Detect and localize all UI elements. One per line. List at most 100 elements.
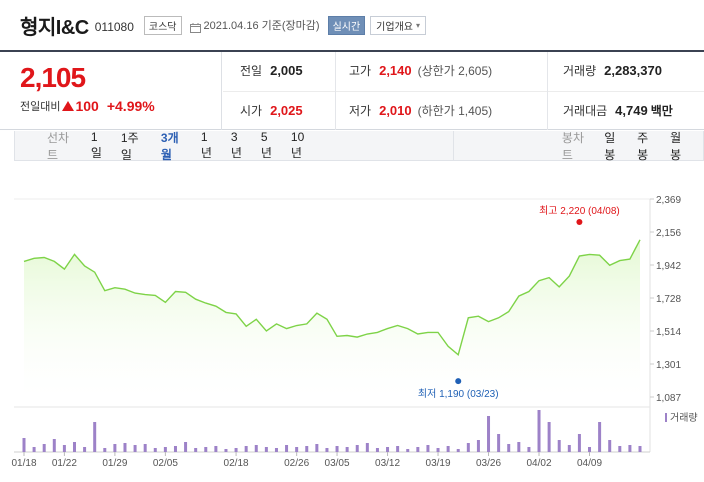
y-tick-label: 2,156 <box>656 228 681 239</box>
volume-bar <box>244 446 248 452</box>
stat-turnover: 거래대금 4,749 백만 <box>563 102 673 119</box>
volume-bar <box>224 449 228 452</box>
y-tick-label: 2,369 <box>656 195 681 206</box>
x-tick-label: 03/12 <box>375 458 400 469</box>
stock-code: 011080 <box>94 20 134 34</box>
volume-bar <box>295 447 299 452</box>
price-summary: 2,105 전일대비 100 +4.99% 전일 2,005 고가 2,140 … <box>0 50 704 130</box>
stat-volume: 거래량 2,283,370 <box>563 62 662 79</box>
change-label: 전일대비 <box>20 101 61 113</box>
period-1d[interactable]: 1일 <box>90 130 102 160</box>
volume-bar <box>113 444 117 452</box>
candle-monthly[interactable]: 월봉 <box>670 130 682 162</box>
stat-sub: (상한가 2,605) <box>417 64 493 78</box>
volume-bar <box>52 439 56 452</box>
volume-bar <box>72 442 76 452</box>
period-3m[interactable]: 3개월 <box>160 130 179 162</box>
volume-bar <box>497 434 501 452</box>
stat-low: 저가 2,010 (하한가 1,405) <box>349 102 492 119</box>
stat-label: 거래량 <box>563 64 597 78</box>
candle-weekly[interactable]: 주봉 <box>637 130 649 162</box>
volume-bar <box>163 447 167 452</box>
volume-bar <box>386 447 390 452</box>
period-selector: 선차트 1일 1주일 3개월 1년 3년 5년 10년 봉차트 일봉 주봉 월봉 <box>14 130 704 162</box>
line-chart-title: 선차트 <box>47 130 70 162</box>
volume-bar <box>103 448 107 452</box>
volume-bar <box>62 445 66 452</box>
candle-daily[interactable]: 일봉 <box>604 130 616 162</box>
price-line <box>23 239 641 357</box>
period-5y[interactable]: 5년 <box>260 130 272 160</box>
volume-bar <box>638 446 642 452</box>
chevron-down-icon: ▾ <box>415 20 420 30</box>
volume-bar <box>547 422 551 452</box>
period-divider <box>452 130 454 161</box>
volume-bar <box>396 446 400 452</box>
x-tick-label: 01/29 <box>102 458 127 469</box>
volume-bar <box>204 447 208 452</box>
volume-bar <box>355 445 359 452</box>
volume-bar <box>527 447 531 452</box>
volume-bar <box>83 447 87 452</box>
volume-bar <box>153 448 157 452</box>
company-overview-button[interactable]: 기업개요 ▾ <box>370 15 426 35</box>
stat-value: 2,283,370 <box>604 63 662 78</box>
max-marker <box>576 219 583 226</box>
stat-label: 전일 <box>240 64 263 78</box>
price-chart-svg: 2,369 2,156 1,942 1,728 1,514 1,301 1,087 최고 2,… <box>11 195 698 469</box>
y-tick-label: 1,942 <box>656 261 681 272</box>
volume-bar <box>365 443 369 452</box>
period-3y[interactable]: 3년 <box>230 130 242 160</box>
change-line: 전일대비 100 +4.99% <box>20 98 155 114</box>
volume-bar <box>305 446 309 452</box>
y-tick-label: 1,301 <box>656 360 681 371</box>
volume-bar <box>598 422 602 452</box>
y-tick-label: 1,087 <box>656 393 681 404</box>
period-10y[interactable]: 10년 <box>290 130 305 160</box>
stat-prev-close: 전일 2,005 <box>240 62 303 79</box>
x-tick-label: 03/19 <box>426 458 451 469</box>
x-tick-label: 02/05 <box>153 458 178 469</box>
up-arrow-icon <box>62 101 75 111</box>
stat-label: 저가 <box>349 104 372 118</box>
volume-bar <box>557 440 561 452</box>
y-tick-label: 1,728 <box>656 294 681 305</box>
volume-bar <box>466 443 470 452</box>
realtime-button[interactable]: 실시간 <box>327 15 366 35</box>
volume-bar <box>345 447 349 452</box>
volume-bar <box>517 442 521 452</box>
stat-label: 거래대금 <box>563 104 608 118</box>
company-overview-label: 기업개요 <box>376 21 413 33</box>
x-tick-label: 04/09 <box>577 458 602 469</box>
volume-bar <box>426 445 430 452</box>
stat-label: 시가 <box>240 104 263 118</box>
volume-bar <box>618 446 622 452</box>
current-price-panel: 2,105 전일대비 100 +4.99% <box>0 52 222 130</box>
volume-bar <box>234 448 238 452</box>
price-chart[interactable]: 2,369 2,156 1,942 1,728 1,514 1,301 1,087 최고 2,… <box>0 185 704 482</box>
x-tick-label: 03/05 <box>325 458 350 469</box>
change-percent: +4.99% <box>106 98 155 114</box>
volume-bar <box>194 448 198 452</box>
x-tick-label: 01/18 <box>11 458 36 469</box>
stat-value: 2,010 <box>379 103 412 118</box>
volume-bar <box>93 422 97 452</box>
col-divider <box>335 52 336 130</box>
stat-sub: (하한가 1,405) <box>417 104 493 118</box>
volume-bar <box>416 447 420 452</box>
volume-legend-swatch <box>665 413 667 422</box>
volume-bar <box>315 444 319 452</box>
volume-legend-label: 거래량 <box>670 412 698 424</box>
volume-bar <box>264 447 268 452</box>
volume-bar <box>32 447 36 452</box>
stock-header: 형지I&C 011080 코스닥 2021.04.16 기준(장마감) 실시간 … <box>0 0 704 50</box>
volume-bar <box>436 448 440 452</box>
x-tick-label: 04/02 <box>527 458 552 469</box>
period-1w[interactable]: 1주일 <box>120 130 139 162</box>
y-tick-label: 1,514 <box>656 327 681 338</box>
stat-open: 시가 2,025 <box>240 102 303 119</box>
volume-bar <box>143 444 147 452</box>
stat-value: 2,025 <box>270 103 303 118</box>
volume-bar <box>507 444 511 452</box>
period-1y[interactable]: 1년 <box>200 130 212 160</box>
